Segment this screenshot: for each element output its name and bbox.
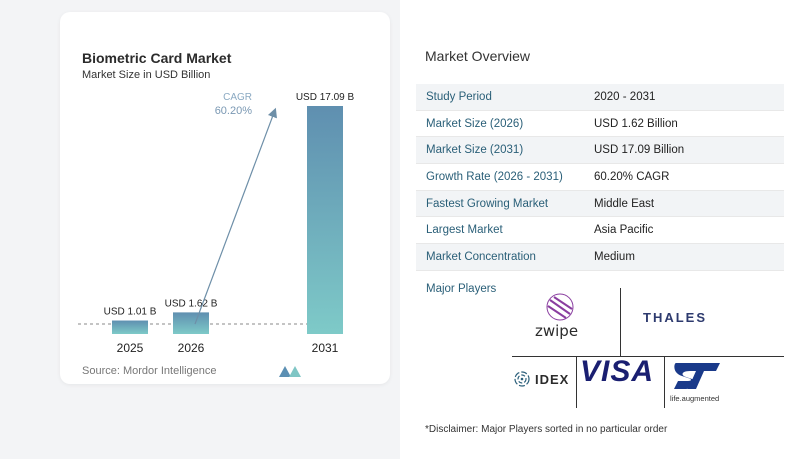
disclaimer: *Disclaimer: Major Players sorted in no … [425,424,668,435]
overview-table: Study Period 2020 - 2031 Market Size (20… [416,84,784,271]
bar-2025 [112,320,148,334]
cagr-label: CAGR [223,92,252,103]
row-label: Largest Market [426,224,503,237]
cagr-value: 60.20% [215,105,253,117]
thales-logo-text: THALES [643,310,707,325]
x-tick-label: 2026 [178,341,205,355]
logo-divider [576,356,577,408]
row-value: Medium [594,250,635,263]
row-label: Study Period [426,90,492,103]
data-label: USD 1.62 B [165,298,218,309]
table-row: Market Concentration Medium [416,244,784,271]
row-label: Fastest Growing Market [426,197,549,210]
idex-logo-text: IDEX [535,372,570,387]
logo-divider [664,356,665,408]
table-row: Study Period 2020 - 2031 [416,84,784,111]
row-value: 60.20% CAGR [594,170,670,183]
bar-2031 [307,106,343,334]
visa-logo-text: VISA [580,355,655,388]
x-tick-label: 2031 [312,341,339,355]
overview-title: Market Overview [425,48,531,64]
row-value: 2020 - 2031 [594,90,656,103]
zwipe-logo-text: zwipe [535,322,579,340]
data-label: USD 1.01 B [104,307,157,318]
cagr-arrow [194,107,277,325]
fingerprint-icon [514,371,530,387]
table-row: Growth Rate (2026 - 2031) 60.20% CAGR [416,164,784,191]
row-value: Asia Pacific [594,224,654,237]
zwipe-logo-icon [546,293,574,321]
major-players-label: Major Players [426,283,497,295]
table-row: Market Size (2031) USD 17.09 Billion [416,137,784,165]
bar-chart: USD 1.01 B 2025 USD 1.62 B 2026 USD 17.09 B 2… [78,92,355,355]
chart-card: Biometric Card Market Market Size in USD… [60,12,390,384]
st-logo-icon [674,363,720,389]
logo-divider [620,288,621,356]
bar-2026 [173,312,209,334]
table-row: Market Size (2026) USD 1.62 Billion [416,111,784,138]
table-row: Fastest Growing Market Middle East [416,190,784,218]
row-value: USD 17.09 Billion [594,144,685,157]
st-tagline: life.augmented [670,394,720,403]
source-note: Source: Mordor Intelligence [82,365,217,377]
row-label: Market Concentration [426,250,536,263]
row-value: USD 1.62 Billion [594,117,678,130]
market-overview-panel: Market Overview Study Period 2020 - 2031… [400,0,800,459]
mordor-logo-icon [279,366,301,377]
chart-title: Biometric Card Market [82,50,232,66]
table-row: Largest Market Asia Pacific [416,217,784,245]
row-label: Market Size (2026) [426,117,524,130]
row-label: Growth Rate (2026 - 2031) [426,170,563,183]
logo-divider [512,356,784,357]
row-value: Middle East [594,197,655,210]
row-label: Market Size (2031) [426,144,524,157]
data-label: USD 17.09 B [296,92,355,103]
x-tick-label: 2025 [117,341,144,355]
chart-subtitle: Market Size in USD Billion [82,69,211,81]
